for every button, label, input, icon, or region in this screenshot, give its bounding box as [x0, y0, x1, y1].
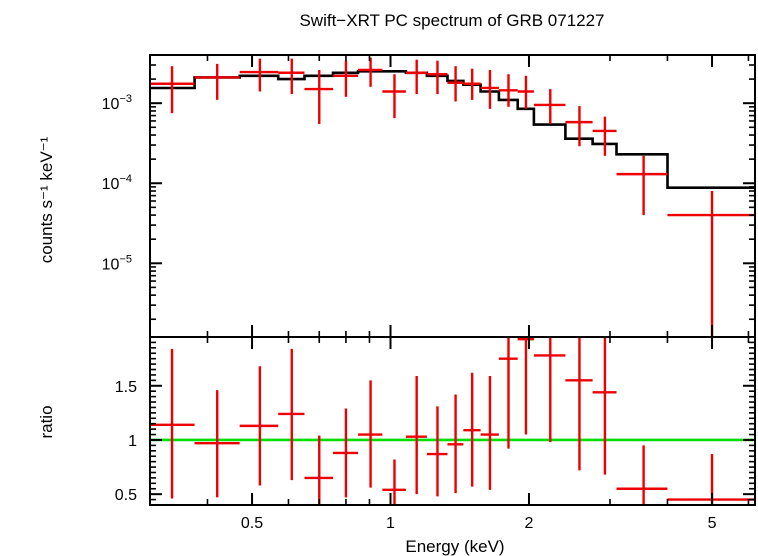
- axis-tick-labels: 0.5 1 2 5 10−3 10−4 10−5 0.5 1 1.5: [102, 93, 717, 532]
- bottom-y-tick-label-1: 1: [128, 433, 137, 450]
- y-axis-label-top: counts s⁻¹ keV⁻¹: [37, 136, 56, 263]
- bottom-data-points: [150, 337, 755, 505]
- x-tick-label-3: 5: [708, 515, 717, 532]
- x-tick-label-0: 0.5: [241, 515, 263, 532]
- x-tick-label-1: 1: [386, 515, 395, 532]
- chart-title: Swift−XRT PC spectrum of GRB 071227: [299, 11, 604, 30]
- top-y-tick-label-1: 10−4: [102, 173, 132, 193]
- top-y-tick-label-2: 10−5: [102, 253, 132, 273]
- top-model-curve: [150, 70, 755, 189]
- top-y-tick-label-0: 10−3: [102, 93, 132, 113]
- bottom-panel-frame: [149, 336, 756, 506]
- axis-ticks: [149, 54, 755, 506]
- bottom-y-tick-label-0: 0.5: [115, 487, 137, 504]
- model-histogram-line: [150, 70, 755, 189]
- x-tick-label-2: 2: [525, 515, 534, 532]
- x-axis-label: Energy (keV): [405, 537, 504, 556]
- top-panel-frame: [149, 54, 756, 338]
- axes-frames: [149, 54, 756, 506]
- bottom-y-tick-label-2: 1.5: [115, 379, 137, 396]
- y-axis-label-bottom: ratio: [37, 405, 56, 438]
- top-data-points: [150, 57, 755, 337]
